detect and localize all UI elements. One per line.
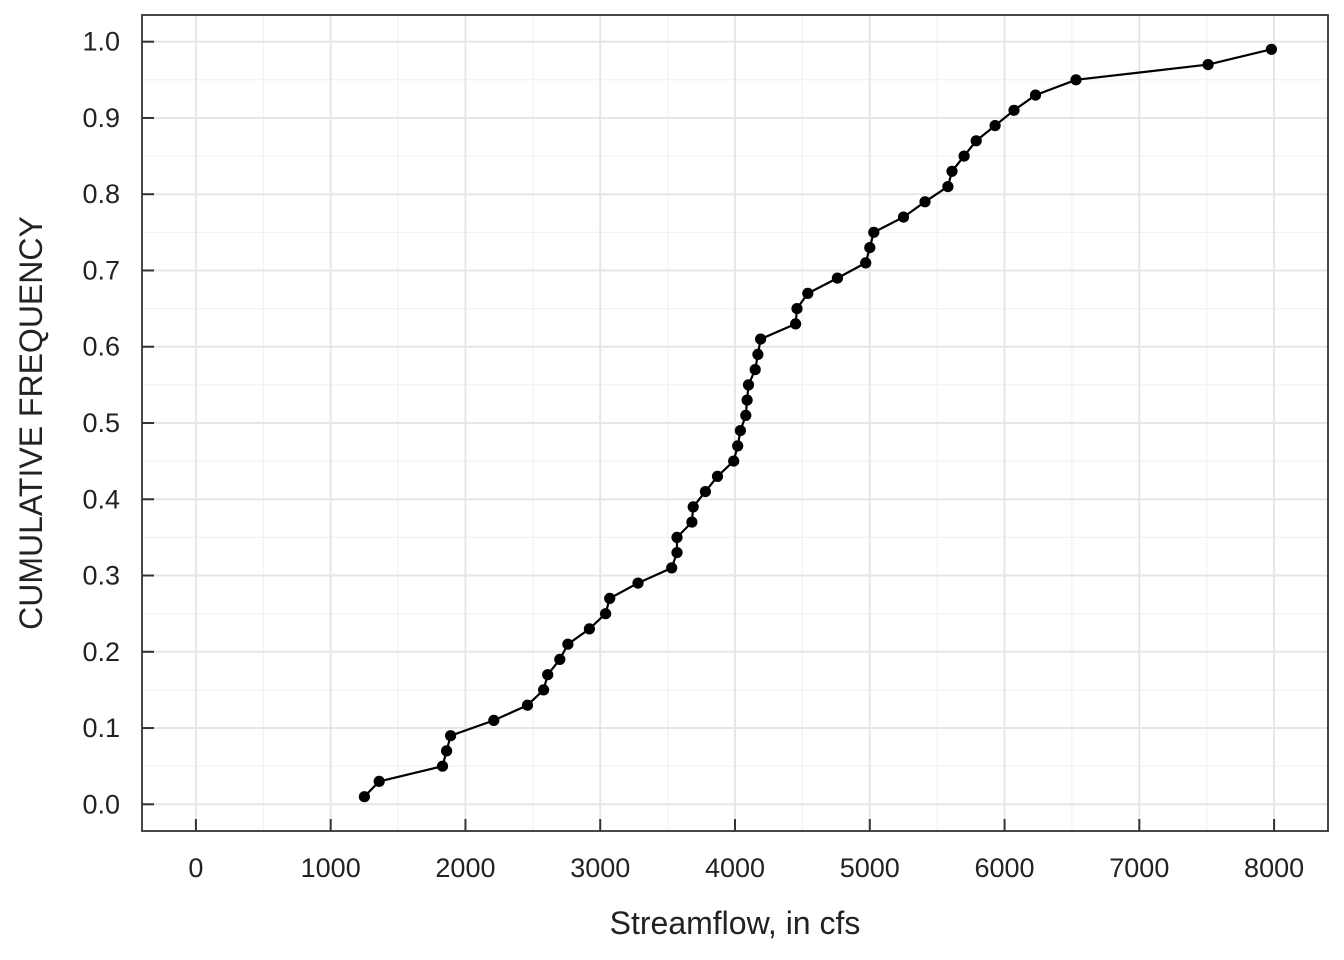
data-point bbox=[868, 226, 880, 238]
data-point bbox=[583, 623, 596, 635]
data-point bbox=[740, 409, 752, 421]
data-point bbox=[942, 181, 954, 193]
data-point bbox=[441, 745, 453, 757]
data-points bbox=[358, 43, 1277, 803]
y-tick-label: 0.8 bbox=[82, 179, 120, 209]
data-point bbox=[554, 653, 566, 666]
data-point bbox=[749, 364, 761, 376]
data-point bbox=[958, 150, 970, 162]
data-point bbox=[734, 425, 747, 437]
data-point bbox=[445, 730, 457, 742]
data-point bbox=[946, 165, 958, 177]
data-point bbox=[970, 135, 982, 147]
data-point bbox=[864, 242, 876, 254]
data-point bbox=[860, 257, 872, 269]
data-point bbox=[1070, 74, 1082, 86]
data-point bbox=[919, 196, 931, 208]
y-tick-label: 0.2 bbox=[82, 637, 120, 667]
data-point bbox=[790, 318, 802, 330]
x-tick-label: 2000 bbox=[435, 853, 495, 883]
x-tick-label: 1000 bbox=[301, 853, 361, 883]
data-point bbox=[741, 394, 753, 406]
plot-frame bbox=[141, 14, 1329, 832]
data-point bbox=[686, 516, 698, 528]
data-point bbox=[831, 272, 844, 284]
data-point bbox=[436, 760, 449, 772]
y-axis-title: CUMULATIVE FREQUENCY bbox=[13, 216, 49, 630]
data-point bbox=[538, 684, 550, 696]
data-point bbox=[1265, 43, 1277, 55]
data-point bbox=[989, 120, 1001, 132]
data-point bbox=[521, 699, 534, 711]
data-point bbox=[755, 333, 767, 345]
data-point bbox=[1029, 89, 1042, 101]
data-point bbox=[562, 638, 574, 650]
x-tick-label: 8000 bbox=[1244, 853, 1304, 883]
x-axis-title: Streamflow, in cfs bbox=[610, 905, 861, 941]
x-tick-label: 0 bbox=[188, 853, 203, 883]
x-tick-label: 6000 bbox=[975, 853, 1035, 883]
y-tick-labels: 0.0 0.1 0.2 0.3 0.4 0.5 0.6 0.7 0.8 0.9 1.0 bbox=[82, 27, 120, 820]
y-tick-label: 0.7 bbox=[82, 255, 120, 285]
y-tick-label: 0.0 bbox=[82, 789, 120, 819]
data-point bbox=[373, 775, 385, 788]
y-tick-label: 0.9 bbox=[82, 103, 120, 133]
data-point bbox=[600, 608, 612, 620]
data-point bbox=[802, 287, 814, 299]
y-tick-label: 0.6 bbox=[82, 332, 120, 362]
data-point bbox=[666, 562, 678, 574]
x-tick-labels: 0 1000 2000 3000 4000 5000 6000 7000 8000 bbox=[188, 853, 1304, 883]
data-point bbox=[699, 486, 712, 498]
data-point bbox=[632, 577, 644, 589]
data-point bbox=[732, 440, 744, 452]
y-tick-label: 1.0 bbox=[82, 27, 120, 57]
major-gridlines bbox=[142, 15, 1328, 831]
data-point bbox=[488, 714, 500, 727]
data-point bbox=[687, 501, 699, 513]
y-tick-label: 0.3 bbox=[82, 561, 120, 591]
x-tick-label: 7000 bbox=[1109, 853, 1169, 883]
data-point bbox=[752, 348, 764, 360]
data-point bbox=[358, 791, 370, 803]
x-tick-label: 3000 bbox=[570, 853, 630, 883]
data-point bbox=[1202, 59, 1214, 71]
data-point bbox=[1008, 104, 1020, 116]
data-point bbox=[671, 531, 683, 544]
data-point bbox=[542, 669, 554, 681]
x-tick-label: 5000 bbox=[840, 853, 900, 883]
x-tick-label: 4000 bbox=[705, 853, 765, 883]
axis-ticks bbox=[142, 40, 1276, 831]
y-tick-label: 0.1 bbox=[82, 713, 120, 743]
data-point bbox=[742, 379, 755, 391]
data-point bbox=[604, 592, 616, 605]
data-point bbox=[728, 455, 740, 467]
data-point bbox=[897, 211, 910, 223]
data-point bbox=[711, 470, 724, 482]
data-point bbox=[791, 303, 803, 315]
y-tick-label: 0.5 bbox=[82, 408, 120, 438]
y-tick-label: 0.4 bbox=[82, 484, 120, 514]
data-point bbox=[671, 547, 683, 559]
